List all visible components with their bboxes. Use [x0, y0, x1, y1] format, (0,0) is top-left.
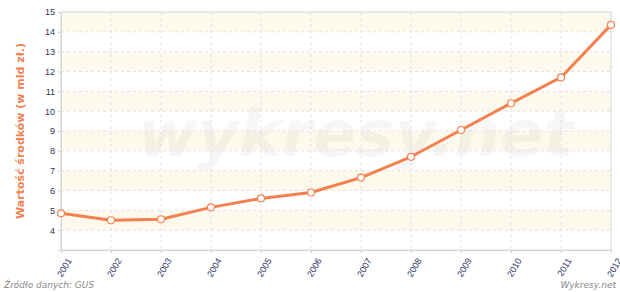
grid-line-x [561, 12, 562, 250]
x-tick: 2008 [405, 250, 424, 279]
y-tick-label: 4 [50, 226, 55, 236]
point [358, 174, 365, 181]
x-tick-label: 2001 [55, 256, 74, 278]
y-tick: 12 [45, 67, 61, 77]
y-tick: 7 [50, 166, 61, 176]
grid-line-y [61, 51, 611, 52]
grid-line-x [161, 12, 162, 250]
plot-background [61, 12, 611, 250]
x-tick: 2010 [505, 250, 524, 279]
point [558, 74, 565, 81]
x-tick: 2012 [605, 250, 620, 279]
grid-line-x [411, 12, 412, 250]
x-tick: 2004 [205, 250, 224, 279]
y-tick: 15 [45, 7, 61, 17]
grid-line-x [361, 12, 362, 250]
grid-line-y [61, 131, 611, 132]
x-tick: 2005 [255, 250, 274, 279]
y-tick-label: 13 [45, 47, 55, 57]
grid-line-y [61, 150, 611, 151]
y-tick-label: 8 [50, 146, 55, 156]
x-tick-label: 2007 [355, 256, 374, 278]
chart: wykresy.net45678910111213141520012002200… [0, 0, 620, 292]
point [258, 195, 265, 202]
x-tick-label: 2009 [455, 256, 474, 278]
point [508, 100, 515, 107]
line [61, 25, 611, 220]
y-tick-label: 7 [50, 166, 55, 176]
y-tick-label: 10 [45, 107, 55, 117]
point [108, 217, 115, 224]
x-tick: 2001 [55, 250, 74, 279]
x-tick-label: 2006 [305, 256, 324, 278]
point [208, 204, 215, 211]
grid-line-y [61, 230, 611, 231]
x-tick-label: 2012 [605, 256, 620, 278]
band [61, 12, 611, 32]
grid-line-y [61, 71, 611, 72]
y-tick-label: 14 [45, 27, 55, 37]
x-tick-label: 2003 [155, 256, 174, 278]
x-tick: 2003 [155, 250, 174, 279]
point [458, 127, 465, 134]
y-tick: 4 [50, 226, 61, 236]
x-tick-label: 2008 [405, 256, 424, 278]
x-tick-label: 2010 [505, 256, 524, 278]
plot-frame [61, 12, 611, 250]
y-tick: 8 [50, 146, 61, 156]
grid-line-x [511, 12, 512, 250]
x-tick: 2007 [355, 250, 374, 279]
grid-line-y [61, 190, 611, 191]
x-axis-line [62, 251, 612, 254]
point [158, 216, 165, 223]
x-tick: 2011 [555, 250, 573, 278]
y-tick-label: 12 [45, 67, 55, 77]
x-tick: 2006 [305, 250, 324, 279]
x-tick-label: 2005 [255, 256, 274, 278]
point [308, 189, 315, 196]
grid-line-x [111, 12, 112, 250]
point [58, 210, 65, 217]
y-tick: 11 [46, 87, 61, 97]
y-tick-label: 9 [50, 126, 55, 136]
y-tick-label: 11 [46, 87, 55, 97]
x-tick-label: 2002 [105, 256, 124, 278]
grid-line-y [61, 210, 611, 211]
grid-line-y [61, 111, 611, 112]
x-tick-label: 2011 [555, 256, 573, 278]
y-tick-label: 5 [50, 206, 55, 216]
y-tick: 13 [45, 47, 61, 57]
grid-line-x [311, 12, 312, 250]
y-tick: 14 [45, 27, 61, 37]
grid [61, 12, 611, 250]
y-tick: 6 [50, 186, 61, 196]
site-note: Wykresy.net [560, 280, 616, 290]
grid-line-y [61, 91, 611, 92]
grid-line-x [211, 12, 212, 250]
point [608, 21, 615, 28]
band [61, 52, 611, 72]
source-note: Źródło danych: GUS [3, 279, 94, 290]
band [61, 171, 611, 191]
y-tick: 10 [45, 107, 61, 117]
y-tick: 9 [50, 126, 61, 136]
grid-line-y [61, 170, 611, 171]
x-tick-label: 2004 [205, 256, 224, 278]
bands [61, 12, 611, 230]
x-tick: 2002 [105, 250, 124, 279]
grid-line-x [261, 12, 262, 250]
x-tick: 2009 [455, 250, 474, 279]
y-tick-label: 6 [50, 186, 55, 196]
x-axis: 2001 2002 2003 2004 2005 2006 2007 2008 2009 2010… [55, 250, 620, 279]
series [58, 21, 615, 223]
y-axis-title: Wartość środków (w mld zł.) [14, 43, 27, 219]
y-tick-label: 15 [45, 7, 55, 17]
grid-line-y [61, 31, 611, 32]
point [408, 153, 415, 160]
